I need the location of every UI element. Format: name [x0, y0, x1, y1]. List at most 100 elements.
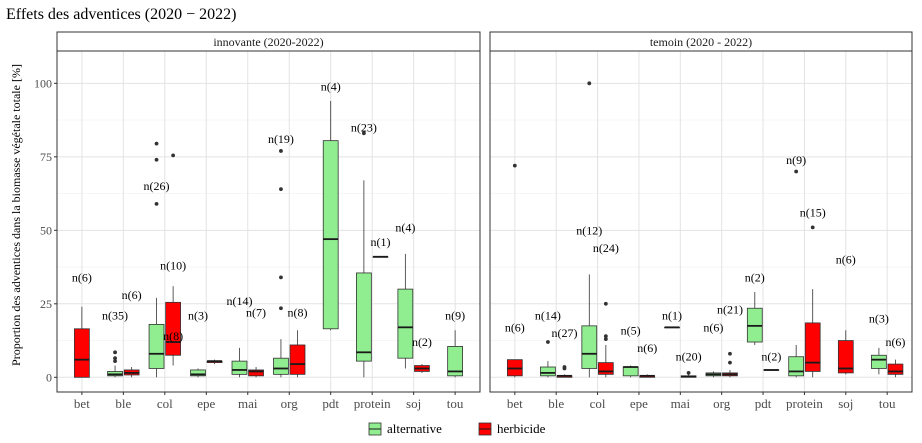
- x-tick-label: mai: [238, 396, 258, 411]
- n-label: n(20): [676, 350, 702, 364]
- box-tou-alternative: n(9): [445, 309, 465, 378]
- outlier-point: [279, 306, 283, 311]
- x-tick-label: epe: [630, 396, 648, 411]
- outlier-point: [587, 81, 592, 86]
- x-tick-label: org: [713, 396, 731, 411]
- box-body: [289, 344, 306, 375]
- box-body: [447, 346, 463, 377]
- n-label: n(8): [288, 306, 308, 320]
- y-tick-label: 25: [40, 297, 52, 311]
- outlier-point: [546, 340, 550, 344]
- n-label: n(19): [268, 132, 294, 146]
- outlier-point: [728, 351, 732, 356]
- box-tou-herbicide: n(6): [885, 335, 905, 378]
- box-soj-herbicide: n(2): [412, 335, 432, 373]
- outlier-point: [562, 365, 567, 369]
- box-body: [871, 354, 887, 369]
- box-col-herbicide: n(8): [163, 329, 183, 343]
- n-label: n(27): [551, 326, 577, 340]
- panel-2: temoin (2020 - 2022) n(6) n(14) n(27) n(12) n…: [489, 31, 913, 411]
- n-label: n(9): [786, 153, 806, 167]
- panel-border: [489, 50, 913, 393]
- outlier-point: [171, 153, 176, 158]
- box-body: [581, 325, 598, 369]
- box-bet-herbicide: n(6): [505, 163, 525, 378]
- box-protein-alternative: n(23): [351, 120, 377, 378]
- n-label: n(12): [576, 223, 602, 237]
- box-protein-herbicide: n(1): [370, 235, 390, 258]
- box-epe-herbicide: [206, 359, 223, 365]
- box-ble-alternative: n(35): [102, 309, 128, 378]
- outlier-point: [361, 131, 366, 136]
- box-body: [356, 272, 372, 362]
- n-label: n(6): [505, 320, 525, 334]
- n-label: n(26): [144, 179, 170, 193]
- x-tick-label: tou: [879, 396, 896, 411]
- x-tick-label: protein: [786, 396, 823, 411]
- outlier-point: [512, 163, 517, 168]
- y-tick-label: 50: [40, 223, 52, 237]
- outlier-point: [603, 334, 608, 339]
- box-soj-herbicide: n(6): [836, 253, 856, 375]
- outlier-point: [603, 337, 608, 341]
- box-pdt-alternative: n(4): [321, 79, 341, 331]
- box-tou-alternative: n(3): [869, 312, 889, 375]
- box-protein-alternative: n(9): [786, 153, 806, 378]
- legend-label: herbicide: [497, 421, 546, 436]
- box-epe-alternative: n(5): [621, 323, 641, 378]
- panels: innovante (2020-2022) n(6) n(35) n(6) n(26) n…: [34, 31, 913, 411]
- box-org-herbicide: n(21): [717, 303, 743, 378]
- box-mai-herbicide: n(7): [246, 306, 266, 378]
- box-body: [273, 357, 289, 375]
- outlier-point: [279, 275, 283, 280]
- y-tick-label: 75: [40, 150, 52, 164]
- box-org-alternative: n(19): [268, 132, 294, 378]
- n-label: n(3): [869, 312, 889, 326]
- outlier-point: [279, 187, 283, 192]
- y-axis-label: Proportion des adventices dans la biomas…: [9, 64, 23, 366]
- n-label: n(10): [160, 259, 186, 273]
- outlier-point: [279, 149, 283, 153]
- x-tick-label: bet: [507, 396, 523, 411]
- legend-label: alternative: [387, 421, 442, 436]
- outlier-point: [603, 301, 608, 306]
- x-tick-label: protein: [354, 396, 391, 411]
- x-tick-label: ble: [115, 396, 131, 411]
- box-org-herbicide: n(8): [288, 306, 308, 378]
- box-soj-alternative: n(4): [395, 220, 415, 369]
- n-label: n(1): [370, 235, 390, 249]
- n-label: n(1): [662, 309, 682, 323]
- legend-item-herbicide: herbicide: [478, 421, 546, 436]
- n-label: n(6): [122, 288, 142, 302]
- n-label: n(9): [445, 309, 465, 323]
- box-body: [74, 328, 90, 378]
- x-tick-label: soj: [406, 396, 421, 411]
- y-tick-label: 0: [46, 370, 52, 384]
- n-label: n(23): [351, 120, 377, 134]
- box-bet-herbicide: n(6): [72, 270, 92, 378]
- outlier-point: [810, 225, 815, 230]
- box-body: [322, 140, 339, 330]
- x-tick-label: tou: [447, 396, 464, 411]
- box-ble-alternative: n(14): [535, 309, 561, 378]
- box-col-herbicide: n(10): [160, 153, 186, 366]
- outlier-point: [113, 350, 117, 355]
- box-body: [190, 369, 206, 377]
- y-tick-label: 100: [34, 76, 52, 90]
- x-tick-label: ble: [548, 396, 564, 411]
- x-tick-label: mai: [671, 396, 691, 411]
- panel-border: [56, 50, 481, 393]
- n-label: n(8): [163, 329, 183, 343]
- box-body: [887, 363, 904, 375]
- box-body: [622, 366, 639, 377]
- x-tick-label: bet: [74, 396, 90, 411]
- n-label: n(14): [535, 309, 561, 323]
- legend: alternative herbicide: [368, 421, 546, 436]
- box-body: [231, 360, 248, 375]
- outlier-point: [728, 360, 732, 365]
- box-epe-herbicide: n(6): [637, 341, 657, 378]
- x-tick-label: col: [590, 396, 606, 411]
- n-label: n(15): [800, 206, 826, 220]
- n-label: n(6): [703, 320, 723, 334]
